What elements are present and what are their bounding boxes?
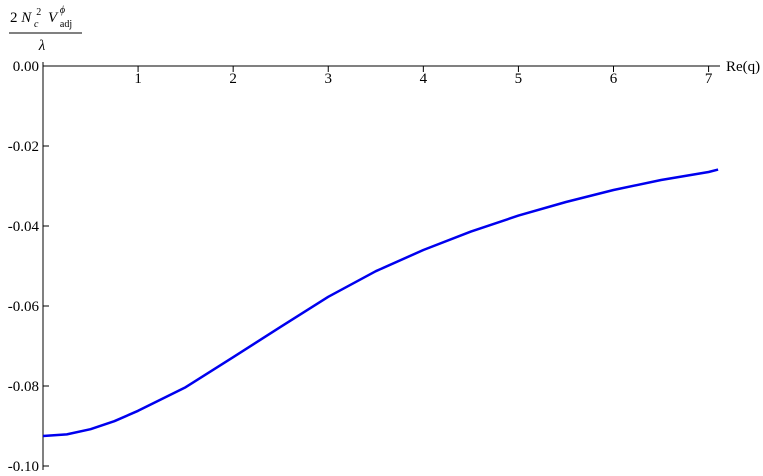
y-label-denominator: λ [38, 38, 46, 54]
line [42, 168, 719, 438]
y-tick-label: -0.04 [8, 219, 40, 235]
y-label-part: adj [60, 19, 72, 30]
y-label-part: N [20, 10, 32, 26]
x-tick-label: 7 [705, 71, 713, 87]
x-tick-label: 5 [515, 71, 523, 87]
y-tick-label: -0.10 [8, 459, 39, 475]
x-tick-label: 1 [134, 71, 142, 87]
y-tick-label: -0.08 [8, 379, 39, 395]
y-label-part: V [48, 10, 59, 26]
y-label-part: 2 [36, 7, 41, 18]
y-label-part: 2 [10, 10, 18, 26]
y-tick-label: 0.00 [13, 59, 39, 75]
y-label-part: ϕ [60, 5, 65, 16]
x-tick-label: 4 [420, 71, 428, 87]
y-axis-label: 2 N c 2 V adj ϕ λ [9, 3, 82, 54]
x-tick-label: 2 [229, 71, 237, 87]
y-label-part: c [34, 19, 39, 30]
x-tick-label: 3 [325, 71, 333, 87]
y-tick-label: -0.06 [8, 299, 40, 315]
y-label-numerator: 2 N c 2 V adj ϕ [10, 3, 76, 31]
x-axis-label: Re(q) [726, 59, 760, 75]
x-tick-label: 6 [610, 71, 618, 87]
y-tick-label: -0.02 [8, 139, 39, 155]
